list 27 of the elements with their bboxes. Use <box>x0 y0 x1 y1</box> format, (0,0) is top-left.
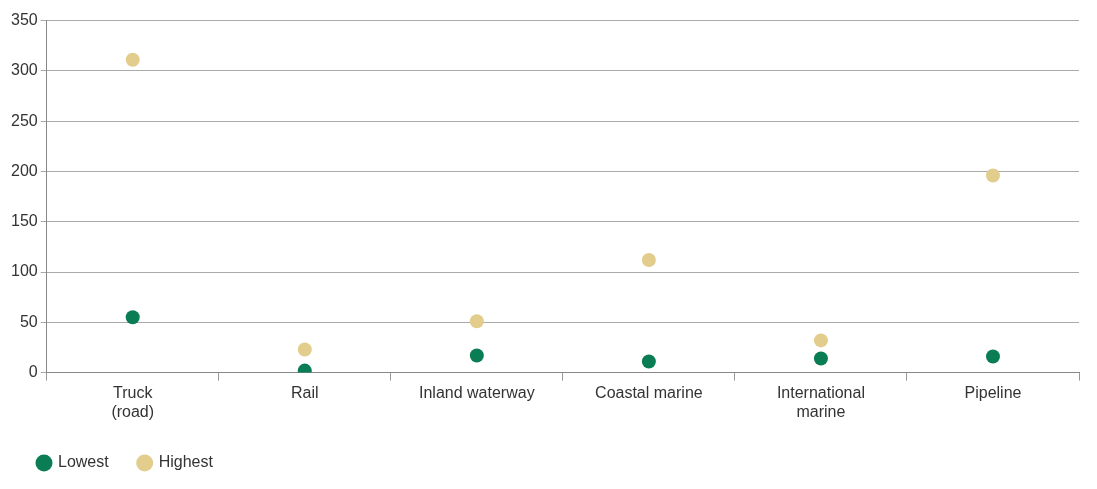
y-tick-label: 100 <box>10 262 38 280</box>
point <box>641 252 656 267</box>
point <box>469 314 484 329</box>
legend-label: Highest <box>158 453 214 471</box>
x-tick-label: International marine <box>776 383 865 420</box>
x-tick-label: Inland waterway <box>419 383 535 401</box>
point <box>813 351 828 366</box>
y-tick-label: 200 <box>10 161 38 179</box>
point <box>125 310 140 325</box>
y-tick-label: 0 <box>28 363 38 381</box>
y-tick-label: 350 <box>10 11 38 29</box>
y-tick-label: 250 <box>10 111 38 129</box>
point <box>985 349 1000 364</box>
x-tick-label: Pipeline <box>964 383 1022 401</box>
point <box>985 168 1000 183</box>
x-tick-label: Truck (road) <box>111 383 155 420</box>
x-tick-label: Coastal marine <box>595 383 703 401</box>
y-tick-label: 50 <box>19 312 38 330</box>
point <box>469 348 484 363</box>
point <box>813 333 828 348</box>
point <box>125 52 140 67</box>
x-tick-label: Rail <box>290 383 319 401</box>
y-tick-label: 300 <box>10 61 38 79</box>
point <box>297 342 312 357</box>
point <box>641 354 656 369</box>
legend-label: Lowest <box>58 453 110 471</box>
y-tick-label: 150 <box>10 212 38 230</box>
